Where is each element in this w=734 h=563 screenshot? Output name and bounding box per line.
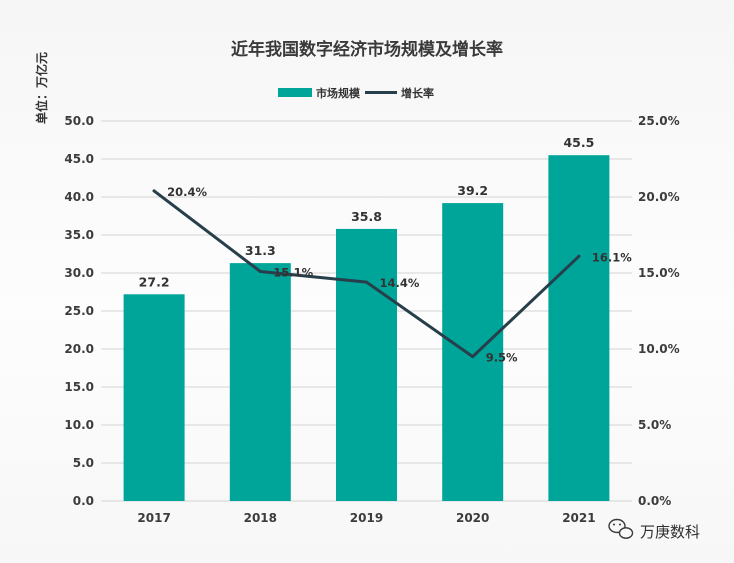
watermark-text: 万庚数科 [640,523,700,541]
y-right-tick-label: 20.0% [638,190,680,204]
x-tick-label: 2021 [562,511,595,525]
legend-label-growth-rate: 增长率 [401,86,434,100]
x-axis-ticks: 2017 2018 2019 2020 2021 [137,511,595,525]
growth-rate-point [152,189,156,193]
left-axis-ticks: 0.0 5.0 10.0 15.0 20.0 25.0 30.0 35.0 40.0 45.0 50… [64,114,94,508]
bars: 27.2 31.3 35.8 39.2 45.5 [123,135,610,502]
y-left-tick-label: 30.0 [64,266,94,280]
growth-rate-label: 9.5% [486,351,518,365]
y-right-tick-label: 25.0% [638,114,680,128]
y-left-tick-label: 50.0 [64,114,94,128]
growth-rate-label: 14.4% [380,276,420,290]
growth-rate-point [471,355,475,359]
y-left-tick-label: 25.0 [64,304,94,318]
bar-value-label: 45.5 [563,135,594,150]
x-tick-label: 2018 [244,511,277,525]
legend-swatch-market-size [278,88,312,97]
y-axis-unit-label: 单位：万亿元 [34,52,49,124]
bar [548,155,610,501]
growth-rate-point [365,280,368,284]
growth-rate-label: 15.1% [273,265,313,279]
wechat-icon [608,518,634,539]
y-left-tick-label: 20.0 [64,342,94,356]
legend-label-market-size: 市场规模 [316,86,361,100]
legend: 市场规模 增长率 [278,86,434,100]
y-left-tick-label: 5.0 [73,456,94,470]
bar-value-label: 35.8 [351,209,382,224]
bar-value-label: 27.2 [139,274,170,289]
y-right-tick-label: 10.0% [638,342,680,356]
x-tick-label: 2017 [137,511,170,525]
bar [442,203,504,501]
watermark: 万庚数科 [608,518,700,541]
y-left-tick-label: 0.0 [73,494,94,508]
y-right-tick-label: 15.0% [638,266,680,280]
growth-rate-point [577,254,581,258]
y-left-tick-label: 10.0 [64,418,94,432]
right-axis-ticks: 0.0% 5.0% 10.0% 15.0% 20.0% 25.0% [638,114,680,508]
bar-value-label: 31.3 [245,243,276,258]
y-right-tick-label: 5.0% [638,418,671,432]
bar [123,294,185,501]
growth-rate-label: 16.1% [592,250,632,264]
y-left-tick-label: 45.0 [64,152,94,166]
growth-rate-point [258,269,262,273]
x-tick-label: 2020 [456,511,489,525]
y-right-tick-label: 0.0% [638,494,671,508]
y-left-tick-label: 15.0 [64,380,94,394]
growth-rate-label: 20.4% [167,185,207,199]
y-left-tick-label: 35.0 [64,228,94,242]
growth-line: 20.4% 15.1% 14.4% 9.5% 16.1% [152,185,632,365]
bar-value-label: 39.2 [457,183,488,198]
y-left-tick-label: 40.0 [64,190,94,204]
bar [336,228,397,502]
x-tick-label: 2019 [350,511,383,525]
bar [229,263,291,501]
chart-title: 近年我国数字经济市场规模及增长率 [231,39,503,60]
